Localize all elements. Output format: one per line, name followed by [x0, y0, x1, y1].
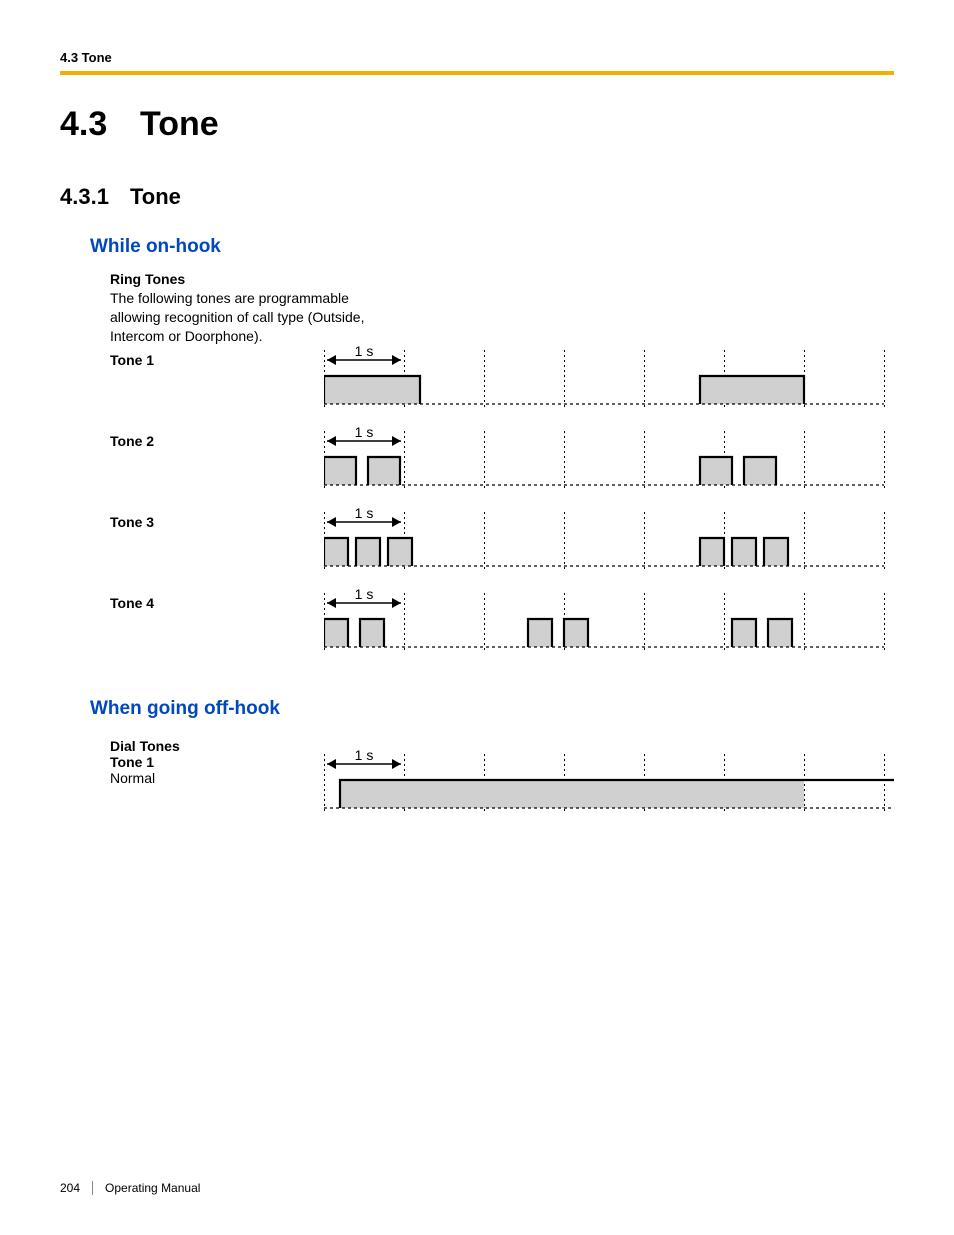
heading-1-text: Tone	[140, 105, 219, 143]
section-a-text: Ring Tones The following tones are progr…	[110, 270, 370, 346]
heading-1: 4.3Tone	[60, 105, 894, 144]
svg-text:1 s: 1 s	[355, 427, 374, 440]
dial-tones-block: Dial Tones Tone 1 Normal	[110, 732, 324, 786]
footer-page-number: 204	[60, 1181, 80, 1195]
section-a-title: While on-hook	[90, 236, 894, 258]
footer-doc-title: Operating Manual	[105, 1181, 200, 1195]
tone2-label: Tone 2	[110, 427, 324, 449]
dial1-sublabel: Normal	[110, 770, 324, 786]
section-b-title: When going off-hook	[90, 698, 894, 720]
heading-2-text: Tone	[130, 184, 181, 209]
tone3-label: Tone 3	[110, 508, 324, 530]
svg-text:1 s: 1 s	[355, 750, 374, 763]
dial1-label: Tone 1	[110, 754, 154, 770]
svg-text:1 s: 1 s	[355, 346, 374, 359]
breadcrumb: 4.3 Tone	[60, 50, 894, 65]
ring-tones-desc: The following tones are programmable all…	[110, 289, 370, 346]
heading-2-number: 4.3.1	[60, 184, 130, 210]
svg-text:1 s: 1 s	[355, 508, 374, 521]
heading-2: 4.3.1Tone	[60, 184, 894, 210]
tone1-label: Tone 1	[110, 346, 324, 368]
ring-tones-subtitle: Ring Tones	[110, 270, 370, 289]
heading-1-number: 4.3	[60, 105, 140, 144]
tone2-chart: 1 s	[324, 427, 894, 498]
dial1-chart: 1 s	[324, 750, 894, 821]
tone4-chart: 1 s	[324, 589, 894, 660]
footer-separator	[92, 1181, 93, 1195]
header-rule	[60, 71, 894, 75]
page-footer: 204 Operating Manual	[60, 1181, 200, 1195]
tone4-label: Tone 4	[110, 589, 324, 611]
dial-tones-subtitle: Dial Tones	[110, 738, 180, 754]
tone1-chart: 1 s	[324, 346, 894, 417]
svg-text:1 s: 1 s	[355, 589, 374, 602]
tone3-chart: 1 s	[324, 508, 894, 579]
